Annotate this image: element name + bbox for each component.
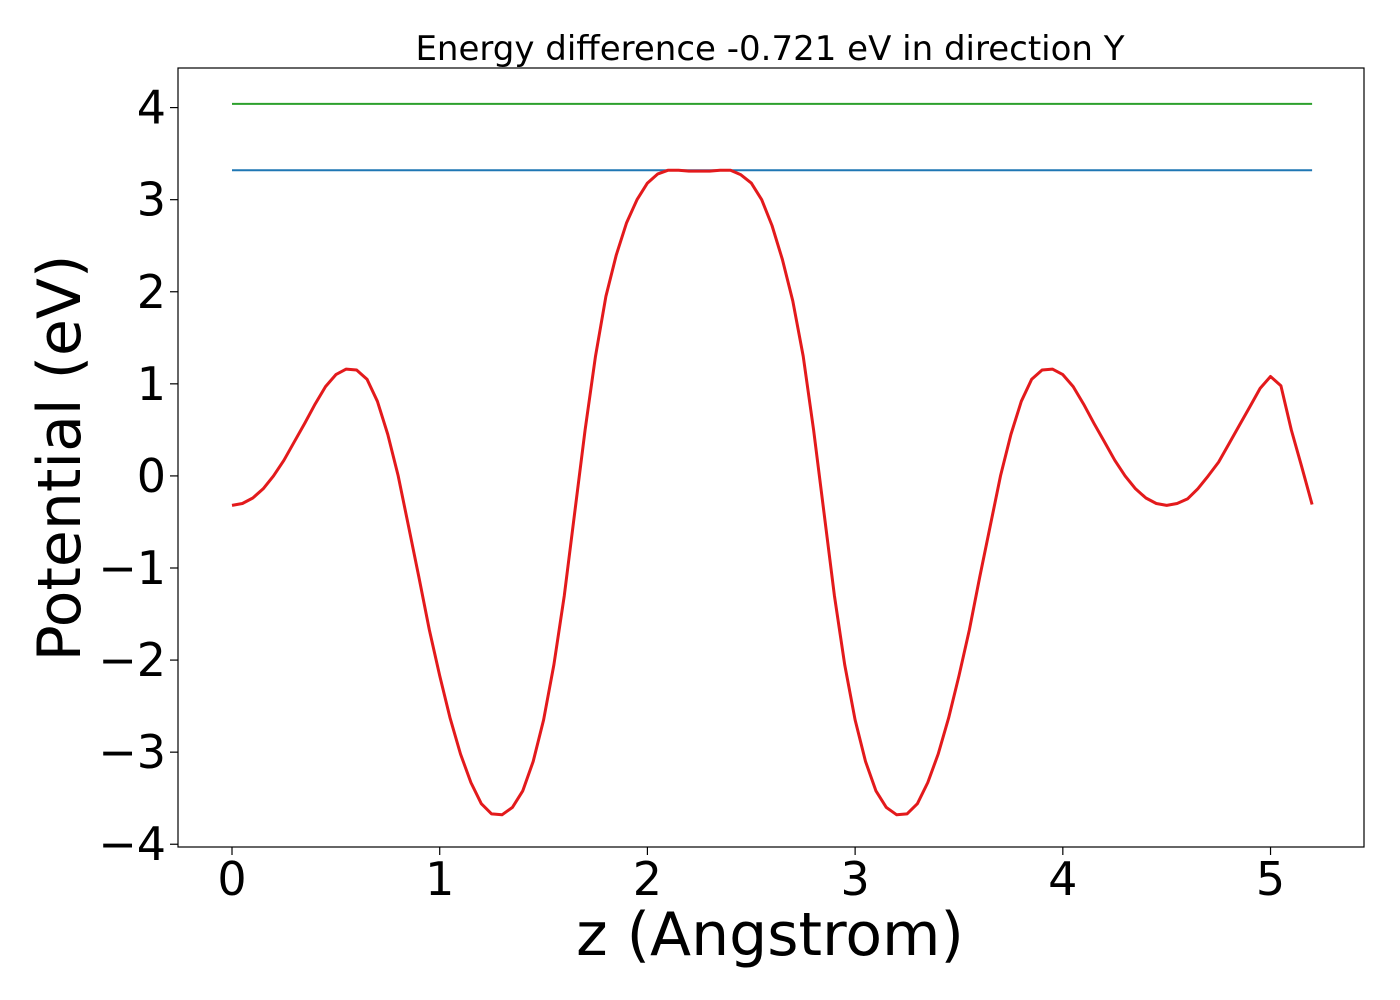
plot-area (231, 102, 1314, 817)
x-tick-label: 5 (1256, 852, 1285, 906)
series-line-2 (231, 168, 1314, 817)
chart-title: Energy difference -0.721 eV in direction… (415, 29, 1124, 69)
x-axis-ticks: 0 1 2 3 4 5 (217, 847, 1285, 906)
x-tick-label: 4 (1048, 852, 1077, 906)
y-tick-label: 3 (137, 173, 166, 227)
y-tick-label: −2 (98, 633, 166, 687)
y-tick-label: −3 (98, 725, 166, 779)
y-axis-ticks: −4 −3 −2 −1 0 1 2 3 4 (98, 81, 178, 871)
x-axis-label: z (Angstrom) (576, 900, 964, 970)
y-tick-label: 4 (137, 81, 166, 135)
y-tick-label: 2 (137, 265, 166, 319)
plot-frame (177, 67, 1365, 848)
x-tick-label: 2 (633, 852, 662, 906)
x-tick-label: 3 (840, 852, 869, 906)
y-tick-label: 1 (137, 357, 166, 411)
y-tick-label: −1 (98, 541, 166, 595)
x-tick-label: 1 (425, 852, 454, 906)
y-tick-label: 0 (137, 449, 166, 503)
y-tick-label: −4 (98, 817, 166, 871)
y-axis-label: Potential (eV) (25, 255, 95, 662)
x-tick-label: 0 (217, 852, 246, 906)
